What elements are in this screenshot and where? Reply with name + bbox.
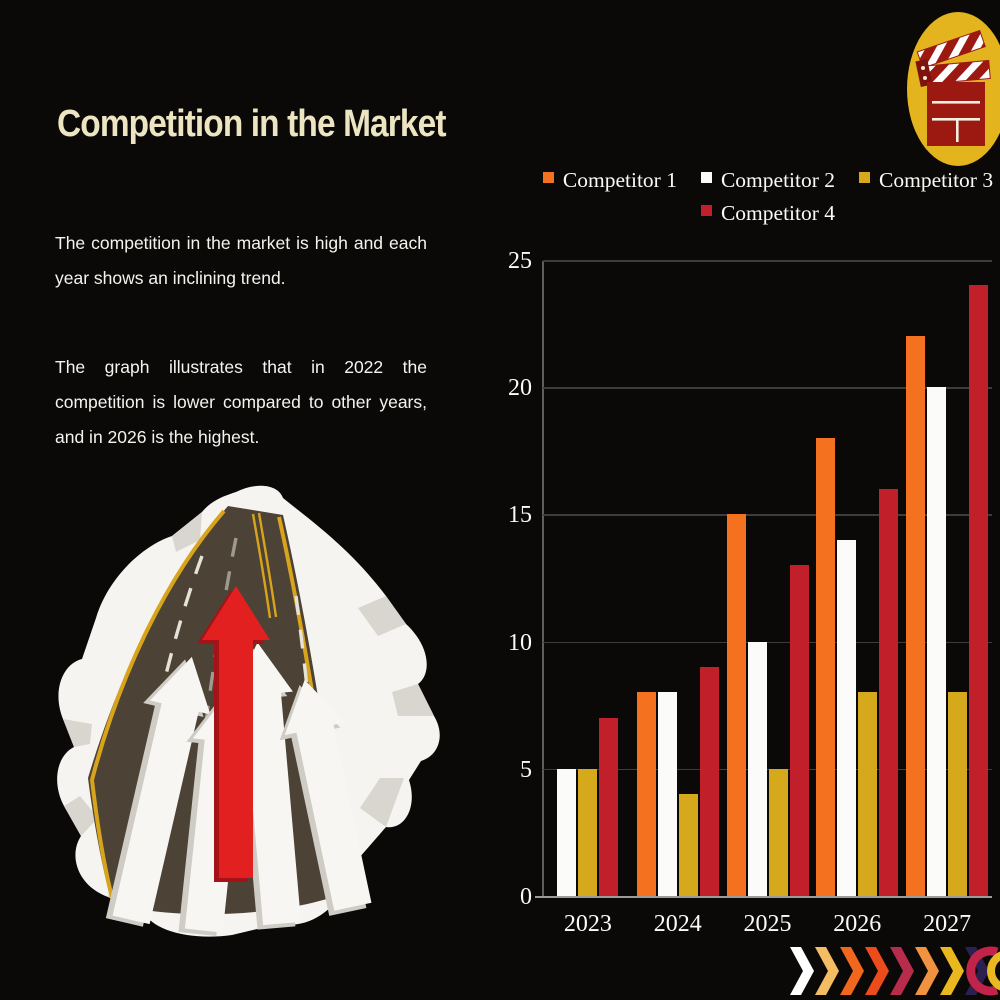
bar-2024-competitor-1	[636, 692, 656, 896]
slide-title: Competition in the Market	[57, 103, 446, 145]
bar-2024-competitor-2	[657, 692, 677, 896]
bar-2025-competitor-4	[789, 565, 809, 896]
legend-label: Competitor 3	[879, 168, 994, 192]
y-tick-label-10: 10	[508, 629, 532, 656]
legend-item-competitor-4: Competitor 4	[700, 199, 836, 227]
ring-crimson	[966, 946, 999, 996]
legend-item-competitor-3: Competitor 3	[859, 166, 993, 194]
competition-bar-chart	[535, 260, 992, 898]
bar-2023-competitor-3	[578, 768, 598, 896]
bar-2025-competitor-3	[768, 768, 788, 896]
bar-2023-competitor-4	[599, 717, 619, 896]
bar-2027-competitor-4	[969, 285, 989, 896]
x-tick-label-2023: 2023	[563, 911, 612, 937]
gridline-20	[543, 387, 992, 389]
gridline-15	[543, 514, 992, 516]
y-tick-label-20: 20	[508, 375, 532, 402]
y-tick-label-5: 5	[520, 756, 532, 783]
gridline-25	[543, 260, 992, 262]
body-paragraph-1: The competition in the market is high an…	[55, 233, 427, 288]
y-tick-label-15: 15	[508, 502, 532, 529]
chevron-4	[865, 947, 889, 995]
red-arrow	[197, 586, 270, 882]
bar-2027-competitor-3	[948, 692, 968, 896]
chevron-5	[890, 947, 914, 995]
x-axis-line	[535, 895, 992, 898]
legend-item-competitor-2: Competitor 2	[700, 166, 836, 194]
legend-marker	[859, 171, 871, 183]
bar-2026-competitor-3	[858, 692, 878, 896]
movie-clapperboard-icon	[907, 12, 1000, 166]
ring-yellow	[987, 951, 1000, 991]
bar-2025-competitor-1	[726, 514, 746, 896]
bar-2026-competitor-2	[837, 539, 857, 896]
bar-2026-competitor-4	[879, 488, 899, 896]
chart-legend: Competitor 1 Competitor 2 Competitor 3 Comp…	[540, 166, 996, 227]
x-tick-label-2024: 2024	[653, 911, 702, 937]
legend-marker	[700, 171, 712, 183]
y-axis-line	[542, 261, 544, 897]
chevron-2	[815, 947, 839, 995]
bar-2027-competitor-2	[927, 387, 947, 896]
y-tick-label-0: 0	[520, 884, 532, 910]
chevron-6	[915, 947, 939, 995]
road-rising-arrows-illustration	[57, 485, 440, 937]
body-paragraph-2: The graph illustrates that in 2022 the c…	[55, 357, 427, 447]
x-tick-label-2027: 2027	[923, 911, 972, 937]
legend-label: Competitor 2	[720, 168, 836, 192]
bar-2024-competitor-4	[699, 667, 719, 896]
legend-label: Competitor 1	[562, 168, 677, 192]
legend-marker	[542, 171, 554, 183]
bar-2024-competitor-3	[678, 794, 698, 896]
bar-2025-competitor-2	[747, 641, 767, 896]
chevron-7	[940, 947, 964, 995]
bar-2027-competitor-1	[906, 336, 926, 896]
chevron-3	[840, 947, 864, 995]
bar-2023-competitor-2	[557, 768, 577, 896]
gridline-5	[543, 768, 992, 771]
chevron-1	[790, 947, 814, 995]
legend-marker	[700, 204, 712, 216]
legend-label: Competitor 4	[720, 201, 836, 225]
x-tick-label-2025: 2025	[743, 911, 792, 937]
y-tick-label-25: 25	[508, 248, 532, 274]
road-center-line	[251, 512, 278, 619]
chevron-arrows-decoration	[790, 946, 1000, 996]
x-tick-label-2026: 2026	[833, 911, 882, 937]
bar-2026-competitor-1	[816, 438, 836, 896]
legend-item-competitor-1: Competitor 1	[542, 166, 677, 194]
gridline-10	[543, 641, 992, 644]
